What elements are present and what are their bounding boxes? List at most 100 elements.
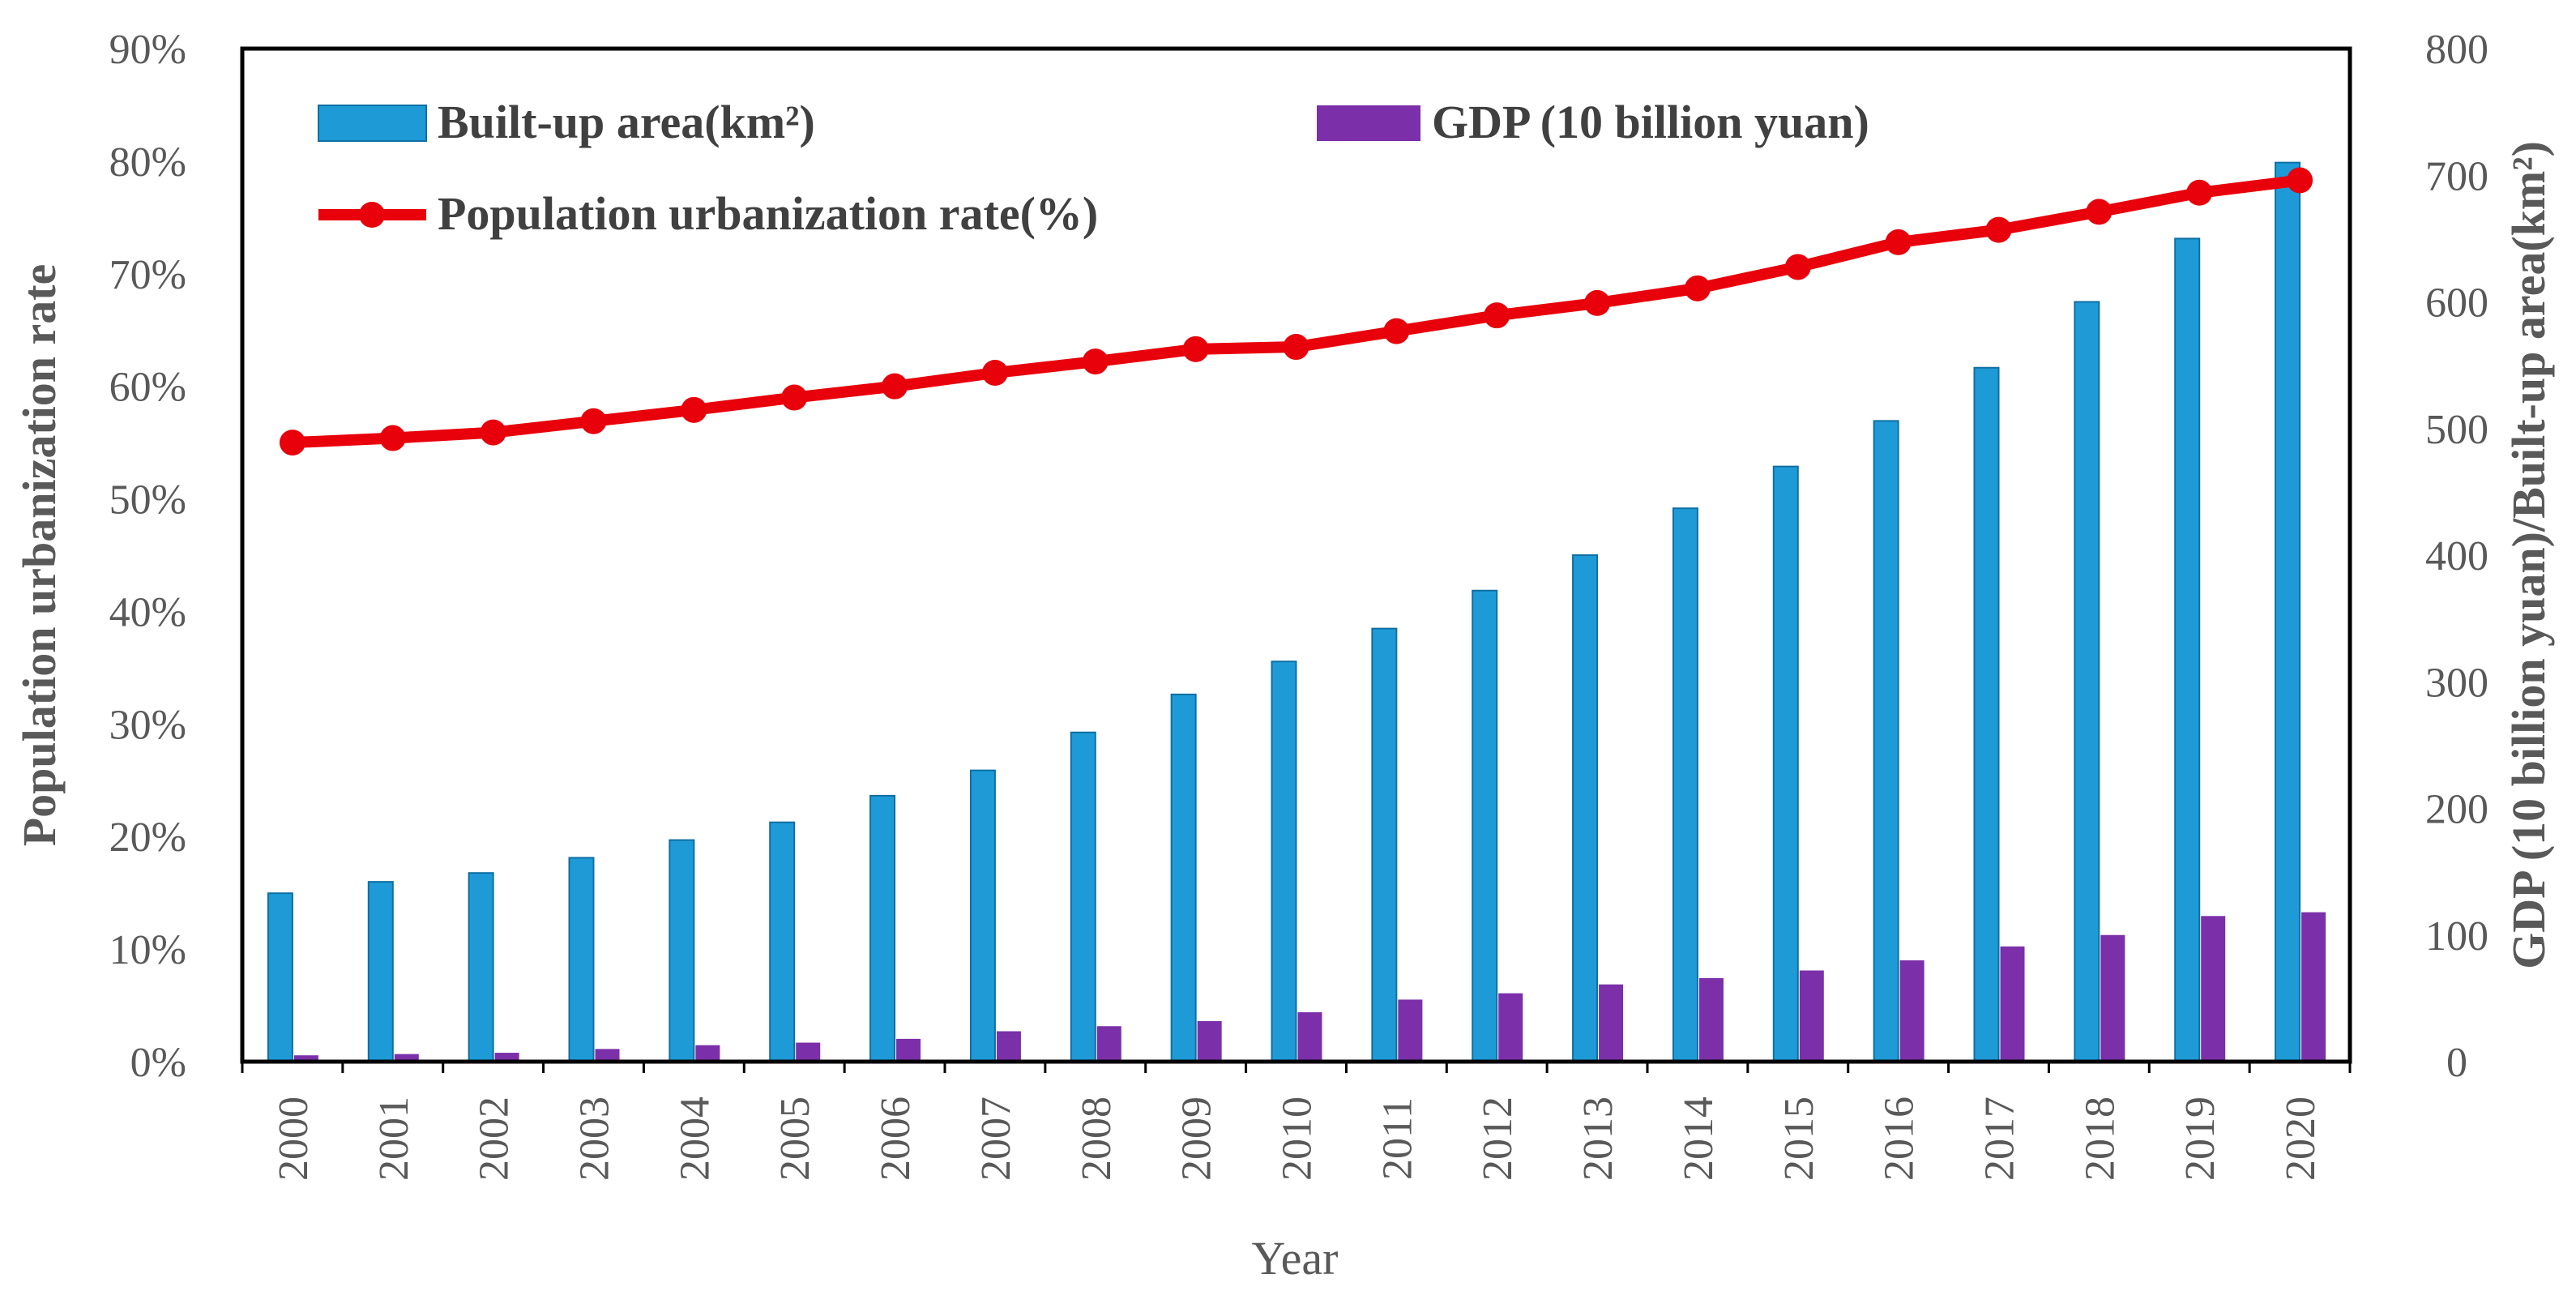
plot-frame xyxy=(240,46,2352,1064)
left-axis-ticks: 0% 10% 20% 30% 40% 50% 60% 70% 80% 90% xyxy=(109,27,186,1086)
legend: Built-up area(km²) GDP (10 billion yuan)… xyxy=(318,96,1869,240)
x-tick-label: 2016 xyxy=(1877,1096,1923,1181)
x-tick-label: 2002 xyxy=(472,1096,518,1181)
x-tick-label: 2014 xyxy=(1676,1096,1722,1181)
bar-gdp xyxy=(1599,984,1624,1062)
bar-built-up-area xyxy=(1371,627,1398,1062)
right-tick-label: 0 xyxy=(2446,1040,2467,1086)
x-axis-ticks: 2000 2001 2002 2003 2004 2005 2006 2007 2008 2009… xyxy=(241,1062,2352,1181)
x-tick-label: 2020 xyxy=(2278,1096,2324,1181)
urbanization-marker xyxy=(1584,289,1611,316)
left-axis-title: Population urbanization rate xyxy=(13,264,66,847)
bar-built-up-area xyxy=(367,881,394,1062)
bar-built-up-area xyxy=(869,794,896,1062)
urbanization-marker xyxy=(1784,254,1811,280)
urbanization-marker xyxy=(1082,348,1109,375)
bar-gdp xyxy=(2201,916,2226,1062)
bar-gdp xyxy=(2100,934,2125,1062)
x-tick-label: 2006 xyxy=(873,1096,919,1181)
bar-built-up-area xyxy=(267,892,293,1062)
legend-label-urbanization: Population urbanization rate(%) xyxy=(438,187,1098,240)
legend-label-gdp: GDP (10 billion yuan) xyxy=(1432,96,1869,148)
legend-label-built-up-area: Built-up area(km²) xyxy=(438,96,815,148)
right-axis-title: GDP (10 billion yuan)/Built-up area(km²) xyxy=(2502,141,2555,969)
right-tick-label: 400 xyxy=(2425,533,2488,579)
bar-gdp xyxy=(1899,960,1925,1062)
bar-built-up-area xyxy=(2074,301,2100,1062)
bar-gdp xyxy=(1096,1026,1121,1062)
bar-gdp xyxy=(2000,946,2025,1062)
left-tick-label: 10% xyxy=(109,927,186,973)
bar-built-up-area xyxy=(1070,731,1096,1062)
x-tick-label: 2019 xyxy=(2177,1096,2224,1181)
x-tick-label: 2009 xyxy=(1174,1096,1220,1181)
bar-gdp xyxy=(1398,999,1423,1062)
left-tick-label: 30% xyxy=(109,702,186,748)
left-tick-label: 20% xyxy=(109,814,186,861)
bar-gdp xyxy=(293,1055,318,1062)
bar-built-up-area xyxy=(1170,693,1197,1062)
left-tick-label: 80% xyxy=(109,139,186,186)
urbanization-marker xyxy=(1383,318,1410,344)
bar-gdp xyxy=(1498,993,1523,1062)
urbanization-marker xyxy=(681,396,707,423)
bar-gdp xyxy=(1297,1012,1322,1062)
x-tick-label: 2011 xyxy=(1374,1097,1420,1180)
bar-built-up-area xyxy=(1572,554,1599,1062)
bar-gdp xyxy=(494,1053,519,1062)
left-tick-label: 60% xyxy=(109,365,186,411)
left-tick-label: 50% xyxy=(109,477,186,524)
right-tick-label: 300 xyxy=(2425,660,2488,706)
legend-swatch-built-up-area xyxy=(318,105,427,142)
right-tick-label: 600 xyxy=(2425,280,2488,327)
x-tick-label: 2017 xyxy=(1977,1096,2023,1181)
urbanization-marker xyxy=(580,408,607,434)
urbanization-marker xyxy=(1283,334,1309,361)
x-tick-label: 2001 xyxy=(371,1096,417,1181)
urbanization-marker xyxy=(882,373,908,400)
urbanization-marker xyxy=(480,419,506,446)
x-tick-label: 2003 xyxy=(572,1096,618,1181)
urbanization-marker xyxy=(2086,199,2112,225)
x-tick-label: 2000 xyxy=(271,1096,317,1181)
bar-built-up-area xyxy=(1271,660,1297,1062)
bar-gdp xyxy=(896,1038,921,1062)
bar-gdp xyxy=(996,1031,1021,1062)
x-tick-label: 2010 xyxy=(1275,1096,1321,1181)
right-tick-label: 700 xyxy=(2425,153,2488,199)
bar-gdp xyxy=(595,1049,620,1062)
right-axis-ticks: 0 100 200 300 400 500 600 700 800 xyxy=(2425,27,2488,1086)
legend-swatch-urbanization-marker xyxy=(359,202,385,228)
bar-built-up-area xyxy=(1973,366,2000,1062)
x-tick-label: 2018 xyxy=(2077,1096,2123,1181)
left-tick-label: 40% xyxy=(109,589,186,635)
bar-built-up-area xyxy=(568,857,595,1062)
bar-built-up-area xyxy=(1472,589,1498,1062)
urbanization-marker xyxy=(1985,216,2012,243)
bar-layer xyxy=(267,161,2326,1062)
bar-gdp xyxy=(2301,912,2326,1062)
urbanization-marker xyxy=(1484,302,1510,329)
bar-gdp xyxy=(1698,977,1724,1062)
x-axis-title: Year xyxy=(1252,1232,1339,1285)
x-tick-label: 2004 xyxy=(672,1096,718,1181)
right-tick-label: 800 xyxy=(2425,27,2488,73)
x-tick-label: 2015 xyxy=(1776,1096,1822,1181)
bar-gdp xyxy=(796,1042,821,1062)
x-tick-label: 2007 xyxy=(973,1096,1019,1181)
left-tick-label: 0% xyxy=(130,1040,186,1086)
urbanization-marker xyxy=(781,384,808,411)
urbanization-marker xyxy=(2186,179,2213,206)
urbanization-marker xyxy=(981,360,1008,386)
urbanization-marker xyxy=(1182,336,1209,362)
bar-gdp xyxy=(695,1045,720,1062)
x-tick-label: 2012 xyxy=(1475,1096,1521,1181)
bar-built-up-area xyxy=(1772,465,1799,1062)
left-tick-label: 70% xyxy=(109,252,186,298)
bar-built-up-area xyxy=(2174,237,2201,1062)
bar-built-up-area xyxy=(1672,507,1698,1062)
x-tick-label: 2005 xyxy=(772,1096,818,1181)
x-tick-label: 2013 xyxy=(1575,1096,1621,1181)
